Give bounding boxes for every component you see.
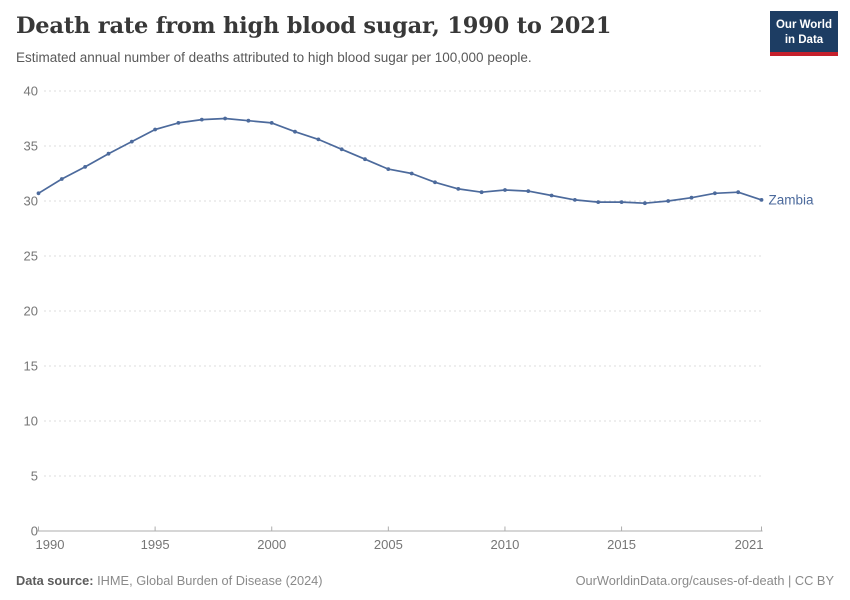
data-point[interactable]: [36, 191, 41, 196]
data-point[interactable]: [269, 121, 274, 125]
x-tick-label: 2005: [374, 537, 403, 552]
data-point[interactable]: [83, 165, 87, 169]
data-point[interactable]: [643, 201, 647, 206]
data-point[interactable]: [223, 116, 228, 121]
data-point[interactable]: [666, 199, 671, 203]
data-point[interactable]: [386, 167, 391, 172]
data-point[interactable]: [199, 117, 204, 122]
x-tick-label: 2015: [607, 537, 636, 552]
data-point[interactable]: [339, 147, 344, 152]
license-link[interactable]: OurWorldinData.org/causes-of-death | CC …: [575, 573, 834, 588]
data-point[interactable]: [433, 180, 437, 185]
y-tick-label: 20: [24, 304, 38, 319]
data-point[interactable]: [689, 195, 694, 200]
owid-logo-line2: in Data: [784, 33, 824, 46]
data-point[interactable]: [479, 190, 484, 195]
y-tick-label: 40: [24, 84, 38, 99]
data-point[interactable]: [596, 200, 601, 205]
data-point[interactable]: [759, 198, 764, 202]
y-tick-label: 0: [31, 524, 38, 539]
x-tick-label: 2010: [490, 537, 519, 552]
data-point[interactable]: [176, 121, 181, 125]
data-point[interactable]: [129, 139, 134, 144]
data-point[interactable]: [619, 200, 624, 205]
owid-logo-line1: Our World: [775, 19, 832, 31]
data-point[interactable]: [316, 137, 321, 142]
series-end-label[interactable]: Zambia: [769, 192, 815, 207]
data-point[interactable]: [59, 177, 64, 181]
x-tick-label: 1990: [36, 537, 65, 552]
data-point[interactable]: [503, 188, 507, 192]
data-point[interactable]: [409, 171, 414, 176]
y-tick-label: 35: [24, 139, 38, 154]
data-point[interactable]: [456, 187, 461, 191]
x-tick-label: 2000: [257, 537, 286, 552]
chart-title: Death rate from high blood sugar, 1990 t…: [16, 13, 612, 39]
data-point[interactable]: [549, 193, 554, 198]
data-point[interactable]: [106, 151, 111, 156]
series-line[interactable]: [38, 117, 762, 205]
data-point[interactable]: [573, 198, 577, 202]
data-point[interactable]: [713, 191, 717, 196]
data-point[interactable]: [246, 118, 251, 123]
owid-logo[interactable]: Our World in Data: [770, 11, 838, 57]
y-tick-label: 25: [24, 249, 38, 264]
data-source: Data source: IHME, Global Burden of Dise…: [16, 573, 323, 588]
chart-subtitle: Estimated annual number of deaths attrib…: [16, 50, 532, 65]
x-tick-label: 1995: [141, 537, 170, 552]
chart-footer: Data source: IHME, Global Burden of Dise…: [16, 573, 834, 588]
data-source-label: Data source:: [16, 573, 94, 588]
data-point[interactable]: [363, 157, 367, 162]
x-tick-label: 2021: [735, 537, 764, 552]
y-tick-label: 30: [24, 194, 38, 209]
chart-header: Death rate from high blood sugar, 1990 t…: [16, 13, 760, 67]
y-tick-label: 15: [24, 359, 38, 374]
y-tick-label: 5: [31, 469, 38, 484]
data-point[interactable]: [736, 190, 741, 195]
y-tick-label: 10: [24, 414, 38, 429]
data-point[interactable]: [153, 127, 158, 132]
data-source-text: IHME, Global Burden of Disease (2024): [93, 573, 323, 588]
data-point[interactable]: [526, 189, 531, 194]
data-point[interactable]: [293, 129, 297, 134]
